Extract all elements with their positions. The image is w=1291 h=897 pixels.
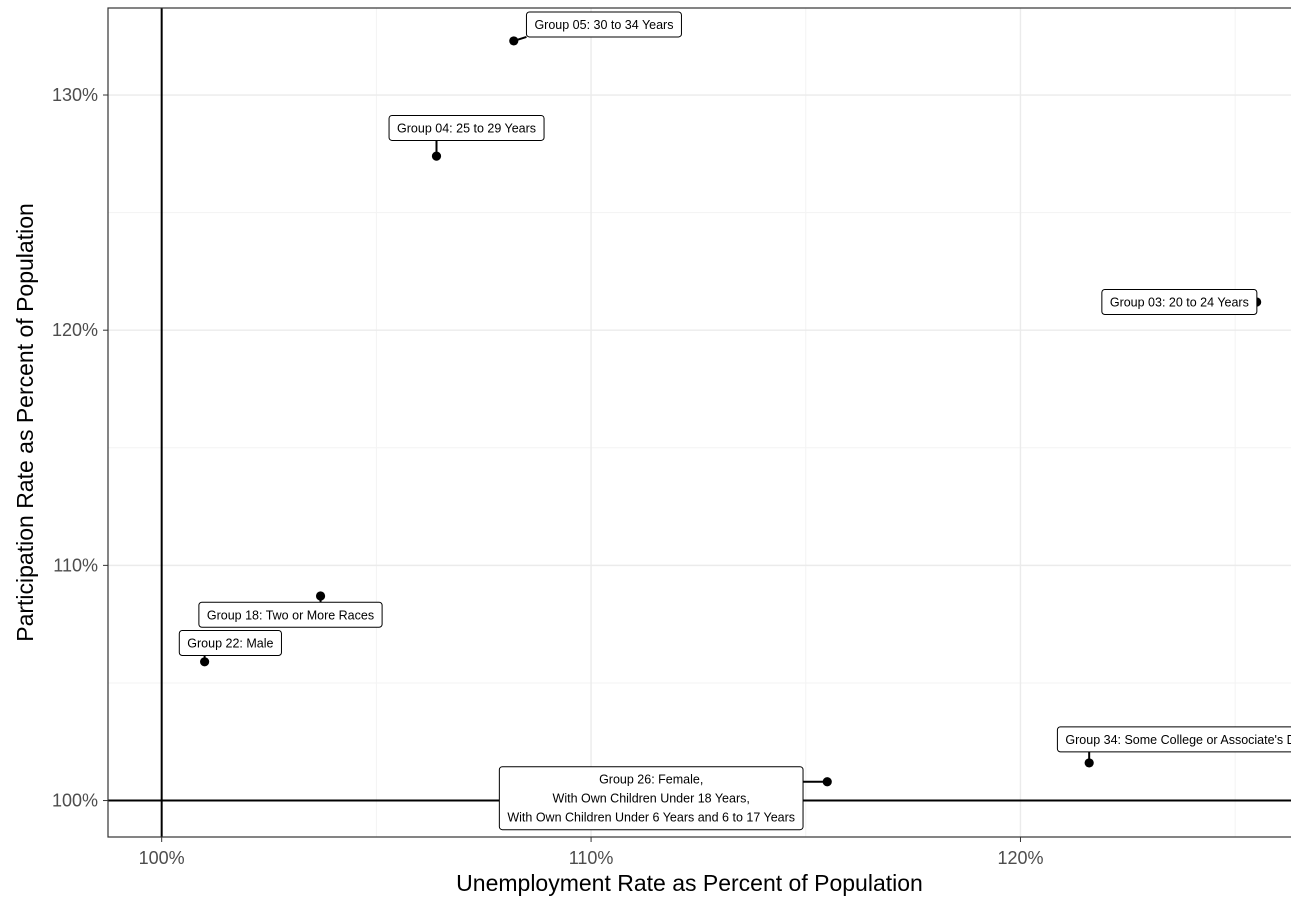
axis-ticks: 100% 110% 120% 100% 110% 120% 130%	[52, 85, 1044, 868]
x-tick-label: 110%	[569, 848, 614, 868]
data-label: Group 03: 20 to 24 Years	[1101, 288, 1258, 315]
data-label-text: With Own Children Under 18 Years,	[553, 792, 750, 806]
data-label-text: With Own Children Under 6 Years and 6 to…	[507, 811, 795, 825]
data-label: Group 26: Female, With Own Children Under…	[498, 766, 804, 831]
data-label: Group 34: Some College or Associate's De…	[1056, 726, 1291, 753]
reference-lines	[108, 8, 1291, 837]
label-leaders	[203, 36, 1091, 783]
data-label-box	[525, 11, 682, 38]
data-point	[509, 36, 519, 46]
y-tick-label: 100%	[52, 791, 98, 811]
data-points	[200, 36, 1262, 787]
x-tick-label: 100%	[139, 848, 185, 868]
data-labels: Group 05: 30 to 34 Years Group 04: 25 to …	[178, 11, 1291, 831]
data-label-box	[388, 114, 545, 141]
data-label-box	[1101, 288, 1258, 315]
plot-panel-border	[107, 7, 1291, 838]
x-tick-label: 120%	[997, 848, 1043, 868]
data-label-box	[498, 766, 804, 831]
y-tick-label: 130%	[52, 85, 98, 105]
data-point	[315, 591, 326, 601]
data-label-text: Group 22: Male	[187, 636, 273, 650]
x-axis-title: Unemployment Rate as Percent of Populati…	[456, 870, 923, 896]
data-point	[431, 151, 442, 161]
grid-lines	[108, 8, 1291, 837]
data-label: Group 22: Male	[178, 629, 282, 656]
y-tick-label: 120%	[52, 320, 98, 340]
data-point	[200, 657, 210, 667]
data-label: Group 18: Two or More Races	[198, 601, 383, 628]
data-point	[1084, 758, 1094, 768]
data-label-text: Group 18: Two or More Races	[207, 608, 374, 622]
data-label-text: Group 26: Female,	[599, 773, 703, 787]
y-axis-title: Participation Rate as Percent of Populat…	[12, 203, 38, 642]
data-label-box	[178, 629, 282, 656]
data-label-text: Group 04: 25 to 29 Years	[397, 121, 536, 135]
data-label: Group 05: 30 to 34 Years	[525, 11, 682, 38]
data-label-text: Group 34: Some College or Associate's De…	[1065, 733, 1291, 747]
data-label-text: Group 05: 30 to 34 Years	[534, 18, 673, 32]
data-label-box	[1056, 726, 1291, 753]
data-label-text: Group 03: 20 to 24 Years	[1110, 295, 1249, 309]
data-label: Group 04: 25 to 29 Years	[388, 114, 545, 141]
data-label-box	[198, 601, 383, 628]
y-tick-label: 110%	[53, 555, 98, 575]
data-point	[822, 777, 832, 787]
